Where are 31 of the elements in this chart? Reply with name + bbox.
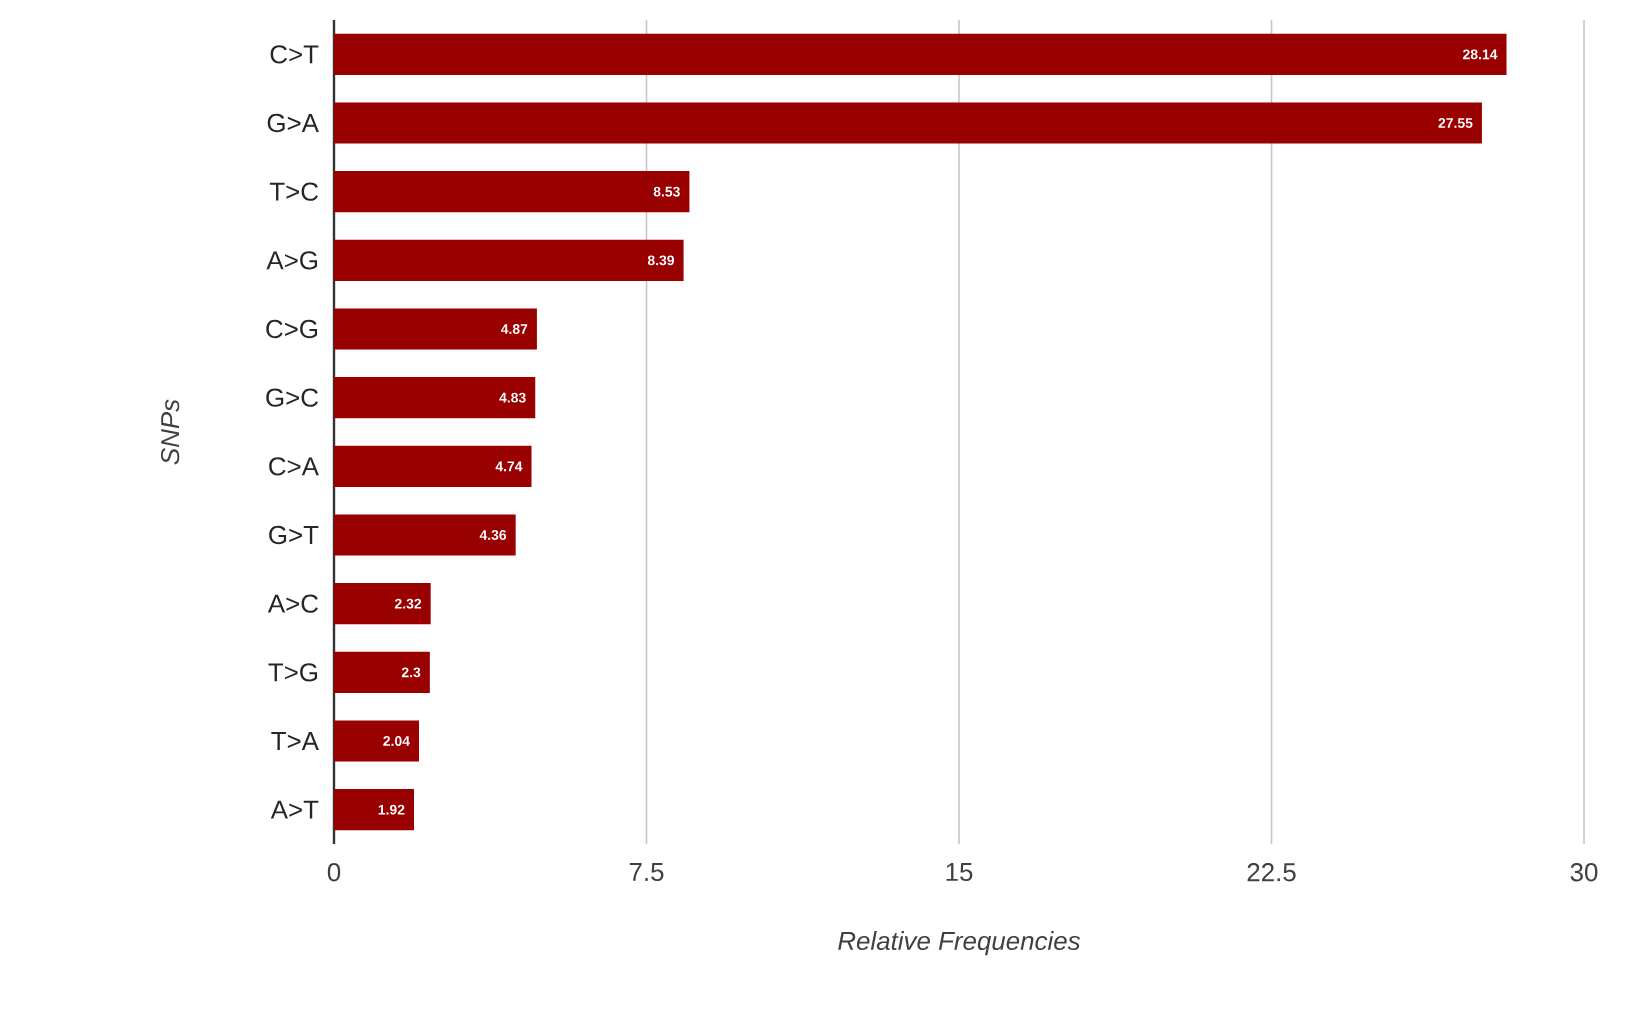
y-tick-label: A>G [266, 251, 318, 270]
bar [334, 33, 1507, 75]
y-tick-label: C>G [266, 319, 318, 339]
y-tick-label: C>T [270, 45, 319, 64]
x-tick-label: 0 [327, 863, 341, 882]
bar [334, 308, 537, 350]
bar [334, 171, 690, 213]
y-axis-title: SNPs [160, 399, 180, 465]
y-tick-label: T>C [269, 182, 318, 201]
x-tick-label: 15 [946, 863, 973, 882]
bar [334, 789, 414, 831]
bar [334, 445, 532, 487]
bar [334, 583, 431, 625]
x-tick-label: 30 [1570, 863, 1598, 882]
x-tick-label: 7.5 [629, 863, 664, 882]
y-tick-label: T>G [268, 663, 318, 682]
y-tick-label: G>T [269, 525, 319, 545]
bar [334, 239, 684, 281]
x-axis-title: Relative Frequencies [838, 931, 1081, 956]
y-tick-label: T>A [271, 732, 319, 750]
bar [334, 102, 1482, 144]
bar [334, 377, 536, 419]
y-tick-label: G>A [267, 113, 319, 133]
y-tick-label: G>C [266, 388, 318, 407]
y-tick-label: C>A [269, 457, 319, 476]
x-tick-label: 22.5 [1247, 863, 1296, 882]
y-tick-label: A>T [270, 800, 319, 819]
bar [334, 651, 430, 693]
bar [334, 514, 516, 556]
y-tick-label: A>C [267, 594, 318, 613]
bar [334, 720, 419, 762]
